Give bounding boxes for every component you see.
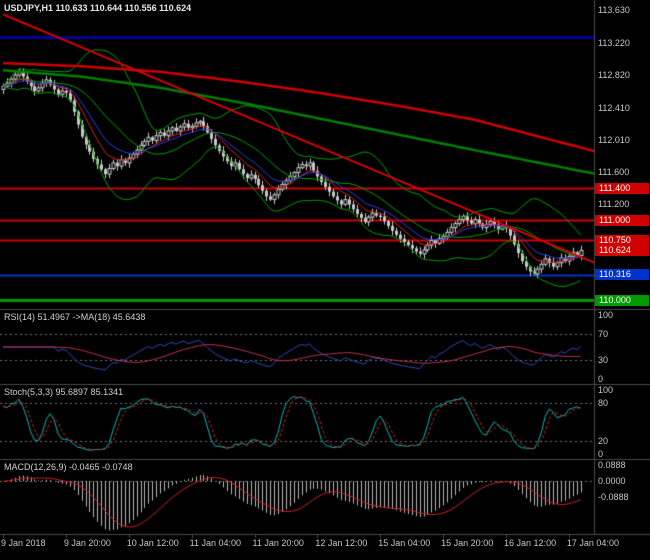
macd-indicator-label: MACD(12,26,9) -0.0465 -0.0748 [4,462,133,472]
stoch-indicator-label: Stoch(5,3,3) 95.6897 85.1341 [4,387,124,397]
rsi-indicator-label: RSI(14) 51.4967 ->MA(18) 45.6438 [4,312,146,322]
chart-title: USDJPY,H1 110.633 110.644 110.556 110.62… [4,3,192,13]
